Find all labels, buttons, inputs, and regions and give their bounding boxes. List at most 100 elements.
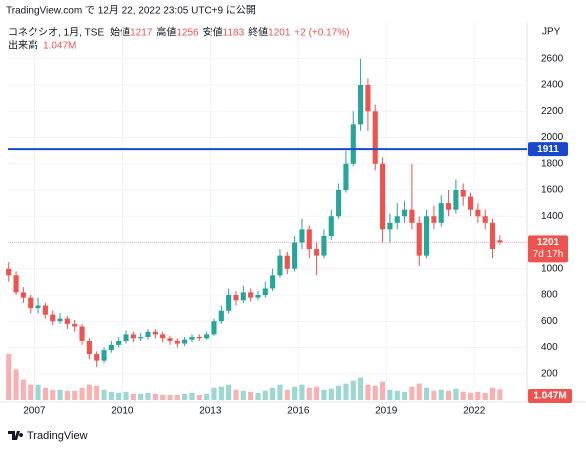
volume-bar: [13, 369, 19, 400]
volume-bar: [94, 385, 100, 400]
y-tick-label: 2400: [541, 80, 564, 91]
candle-body: [424, 216, 430, 256]
candle-body: [445, 203, 452, 210]
volume-bar: [292, 386, 298, 400]
hline-label-bg: [528, 142, 568, 157]
countdown: 7d 17h: [533, 249, 564, 260]
volume-bar: [42, 387, 48, 400]
volume-bar: [50, 389, 56, 400]
candle-body: [42, 305, 48, 315]
candle-body: [402, 209, 408, 217]
x-tick-label: 2016: [287, 406, 310, 417]
volume-label-bg: [528, 389, 572, 403]
volume-bar: [489, 387, 496, 400]
volume-bar: [116, 392, 122, 400]
volume-bar: [130, 393, 136, 400]
y-tick-label: 800: [541, 290, 558, 301]
volume-axis-label: 1.047M: [533, 391, 566, 402]
volume-bar: [475, 391, 481, 400]
volume-value: 1.047M: [43, 41, 76, 52]
candle-body: [116, 340, 122, 345]
volume-bar: [233, 389, 239, 400]
volume-bar: [380, 381, 386, 400]
candle-body: [64, 318, 70, 324]
volume-bar: [108, 391, 114, 400]
volume-bar: [394, 390, 400, 400]
volume-bar: [196, 394, 202, 400]
volume-bar: [460, 391, 466, 400]
y-tick-label: 1400: [541, 211, 564, 222]
candle-body: [13, 275, 19, 293]
volume-bar: [255, 392, 261, 400]
candle-body: [336, 190, 342, 217]
candle-body: [409, 209, 415, 223]
volume-bar: [321, 389, 327, 400]
x-tick-label: 2022: [463, 406, 486, 417]
volume-bar: [453, 388, 459, 400]
volume-bar: [277, 384, 283, 400]
candle-body: [299, 229, 305, 243]
candle-body: [6, 268, 12, 276]
volume-bar: [445, 390, 452, 400]
footer-text: TradingView: [27, 430, 88, 442]
volume-bar: [372, 385, 378, 400]
volume-bar: [299, 384, 305, 400]
candle-body: [292, 242, 298, 269]
hline-label: 1911: [537, 144, 559, 155]
candle-body: [365, 85, 371, 112]
candle-body: [277, 255, 283, 276]
volume-bar: [167, 394, 173, 400]
candle-body: [387, 222, 393, 230]
x-tick-label: 2019: [375, 406, 398, 417]
legend: コネクシオ, 1月, TSE 始値 1217 高値 1256 安値 1183 終値 1201 +…: [8, 26, 349, 39]
candle-body: [138, 337, 144, 339]
legend-change: +2 (+0.17%): [294, 28, 349, 39]
candle-body: [343, 163, 349, 190]
legend-value: 1183: [223, 28, 245, 39]
candle-body: [174, 340, 180, 344]
y-tick-label: 400: [541, 342, 558, 353]
last-price-label: 1201: [537, 237, 560, 248]
volume-bar: [365, 384, 371, 400]
volume-bar: [218, 386, 224, 400]
logo-icon: [8, 431, 24, 440]
volume-bar: [306, 387, 312, 400]
candle-body: [94, 354, 100, 361]
volume-bar: [86, 384, 92, 400]
candle-body: [321, 235, 327, 256]
candle-body: [72, 323, 78, 327]
y-tick-label: 1000: [541, 263, 564, 274]
candle-body: [226, 295, 232, 311]
candle-body: [189, 337, 195, 340]
volume-bar: [343, 383, 349, 400]
volume-bar: [72, 390, 78, 400]
volume-bar: [160, 394, 166, 400]
candle-body: [438, 203, 444, 223]
candle-body: [204, 334, 210, 339]
candle-body: [255, 295, 261, 298]
candle-body: [394, 216, 400, 223]
volume-bar: [28, 384, 34, 400]
candle-body: [328, 216, 334, 236]
volume-bar: [204, 393, 210, 400]
legend-label: 終値: [248, 26, 268, 39]
legend-value: 1217: [130, 28, 153, 39]
candle-body: [380, 163, 386, 230]
volume-bar: [35, 384, 41, 400]
candle-body: [160, 334, 166, 339]
candle-body: [453, 190, 459, 210]
candle-body: [20, 292, 26, 298]
y-tick-label: 600: [541, 316, 558, 327]
symbol: コネクシオ, 1月, TSE: [8, 27, 104, 39]
candle-body: [358, 85, 364, 125]
volume-bar: [182, 393, 188, 400]
candle-body: [167, 338, 173, 341]
volume-bar: [314, 386, 320, 400]
volume-bar: [328, 388, 334, 400]
currency: JPY: [542, 27, 561, 38]
x-tick-label: 2010: [111, 406, 134, 417]
volume-bar: [226, 384, 232, 400]
